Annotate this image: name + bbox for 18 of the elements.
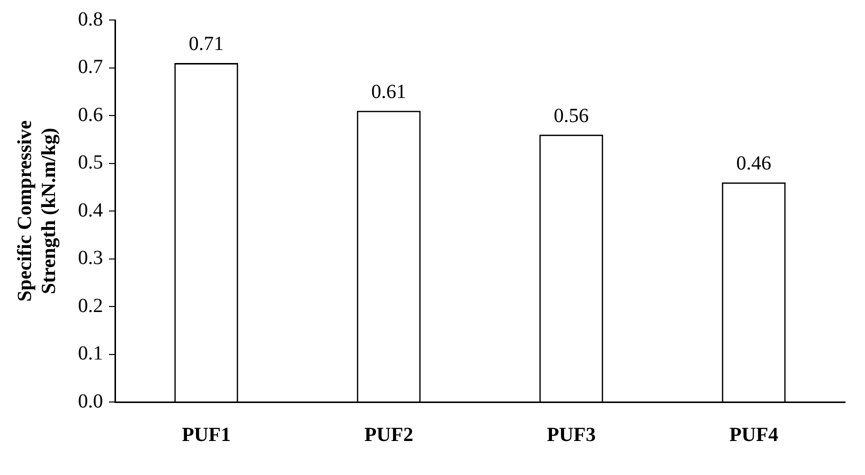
data-label: 0.71 xyxy=(188,33,224,56)
y-tick-label: 0.4 xyxy=(78,199,103,222)
y-tick-label: 0.0 xyxy=(78,390,103,412)
y-tick-label: 0.3 xyxy=(78,247,103,269)
y-tick-label: 0.8 xyxy=(78,8,103,30)
y-axis-title: Specific Compressive Strength (kN.m/kg) xyxy=(14,120,60,302)
y-tick-label: 0.7 xyxy=(78,56,103,78)
x-tick-label: PUF1 xyxy=(182,424,231,446)
x-tick-label: PUF3 xyxy=(546,424,596,446)
data-label: 0.61 xyxy=(371,80,406,103)
y-tick-label: 0.5 xyxy=(78,152,103,174)
y-tick-label: 0.6 xyxy=(78,104,103,126)
data-label: 0.56 xyxy=(554,104,589,127)
x-tick-label: PUF2 xyxy=(364,424,414,446)
data-label: 0.46 xyxy=(736,152,772,175)
y-tick-label: 0.2 xyxy=(78,294,103,317)
y-tick-label: 0.1 xyxy=(78,342,103,364)
x-tick-label: PUF4 xyxy=(729,424,778,446)
